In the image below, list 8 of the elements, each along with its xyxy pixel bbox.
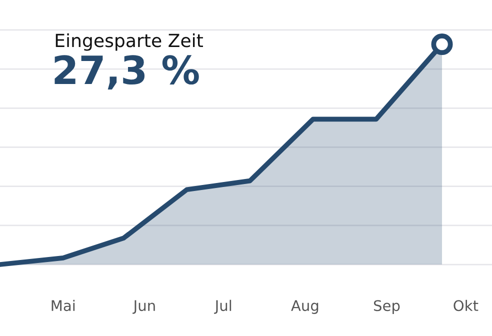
x-tick-label: Mai xyxy=(52,300,75,312)
chart-subtitle: 27,3 % xyxy=(54,55,199,90)
x-tick-label: Sep xyxy=(374,300,400,314)
x-tick-label: Okt xyxy=(454,300,478,312)
x-tick-label: Jul xyxy=(214,300,232,314)
x-tick-label: Aug xyxy=(291,300,318,314)
x-tick-label: Jun xyxy=(132,300,155,314)
chart-title: Eingesparte Zeit xyxy=(56,33,203,51)
